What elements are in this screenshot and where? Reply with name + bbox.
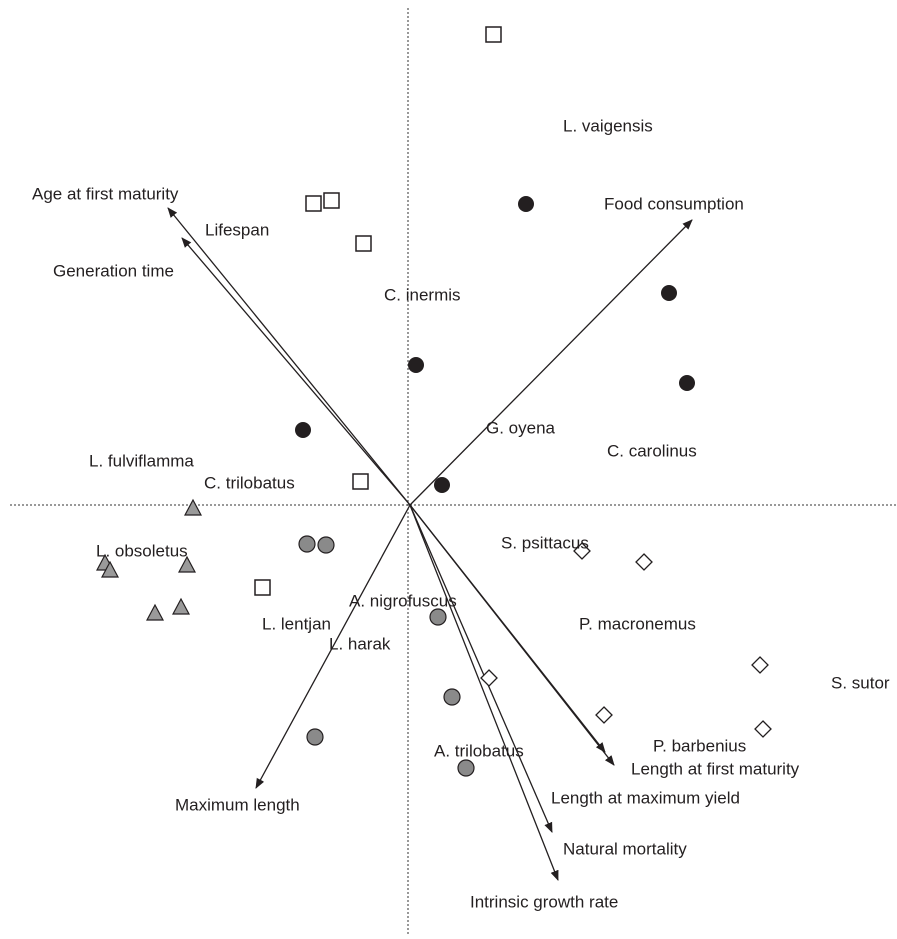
gray-circle [317, 536, 335, 554]
vector-label: Food consumption [604, 194, 744, 213]
species-label: P. macronemus [579, 614, 696, 633]
diamond-marker [751, 656, 769, 674]
species-label: L. vaigensis [563, 116, 653, 135]
diamond-marker [595, 706, 613, 724]
triangle-marker [184, 498, 202, 516]
vector-label: Length at first maturity [631, 759, 800, 778]
species-label: C. trilobatus [204, 473, 295, 492]
species-label: G. oyena [486, 418, 556, 437]
black-circle [295, 422, 311, 438]
black-circle [518, 196, 534, 212]
vector-label: Length at maximum yield [551, 788, 740, 807]
species-label: L. harak [329, 634, 391, 653]
species-label: S. psittacus [501, 533, 589, 552]
species-label: A. trilobatus [434, 741, 524, 760]
black-circle [679, 375, 695, 391]
gray-circle [457, 759, 475, 777]
species-labels: L. vaigensis Lifespan C. inermis G. oyen… [89, 116, 890, 760]
vector-label: Maximum length [175, 795, 300, 814]
vector-labels: Age at first maturity Generation time Fo… [32, 184, 800, 911]
square-marker [305, 195, 322, 212]
triangle-marker [172, 597, 190, 615]
triangle-marker [178, 555, 196, 573]
vector-label: Natural mortality [563, 839, 687, 858]
species-label: C. inermis [384, 285, 461, 304]
square-marker [254, 579, 271, 596]
vector-arrow [409, 504, 606, 753]
gray-circle [298, 535, 316, 553]
vector-arrow [255, 504, 411, 789]
vector-arrow [409, 219, 693, 506]
vector-arrow [167, 207, 411, 506]
vector-arrow [181, 237, 411, 506]
square-marker [485, 26, 502, 43]
square-marker [352, 473, 369, 490]
vector-label: Intrinsic growth rate [470, 892, 618, 911]
species-label: L. obsoletus [96, 541, 188, 560]
diamond-marker [480, 669, 498, 687]
species-label: A. nigrofuscus [349, 591, 457, 610]
triangle-marker [101, 560, 119, 578]
vectors [167, 207, 693, 881]
vector-label: Age at first maturity [32, 184, 179, 203]
points [96, 26, 772, 777]
black-circle [408, 357, 424, 373]
species-label: S. sutor [831, 673, 890, 692]
gray-circle [443, 688, 461, 706]
vector-arrow [409, 504, 559, 881]
diamond-marker [573, 542, 591, 560]
species-label: C. carolinus [607, 441, 697, 460]
diamond-marker [754, 720, 772, 738]
gray-circle [306, 728, 324, 746]
black-circle [661, 285, 677, 301]
species-label: L. lentjan [262, 614, 331, 633]
square-marker [323, 192, 340, 209]
species-label: P. barbenius [653, 736, 746, 755]
gray-circle [429, 608, 447, 626]
axes [10, 8, 897, 935]
vector-label: Generation time [53, 261, 174, 280]
vector-arrow [409, 504, 553, 833]
square-marker [355, 235, 372, 252]
diamond-marker [635, 553, 653, 571]
black-circle [434, 477, 450, 493]
species-label: L. fulviflamma [89, 451, 194, 470]
species-label: Lifespan [205, 220, 269, 239]
triangle-marker [146, 603, 164, 621]
